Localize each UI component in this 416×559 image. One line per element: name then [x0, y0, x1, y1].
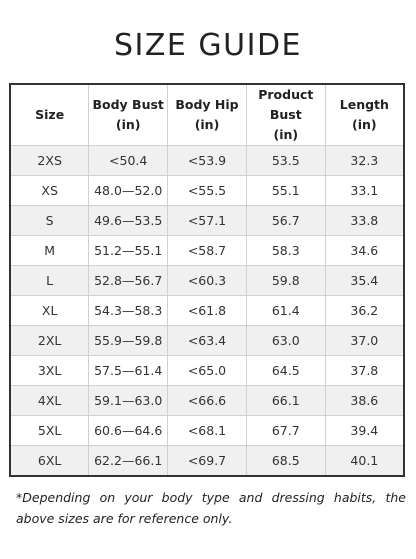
cell-body-hip: <65.0	[167, 355, 247, 386]
cell-length: 36.2	[324, 295, 405, 326]
cell-length: 34.6	[324, 235, 405, 266]
cell-product-bust: 67.7	[245, 415, 326, 446]
table-row: 4XL 59.1—63.0 <66.6 66.1 38.6	[9, 385, 405, 416]
header-body-bust: Body Bust (in)	[88, 83, 169, 146]
cell-size: L	[9, 265, 90, 296]
cell-length: 33.1	[324, 175, 405, 206]
size-guide-table: Size Body Bust (in) Body Hip (in) Produc…	[9, 83, 405, 477]
cell-body-bust: 48.0—52.0	[88, 175, 169, 206]
cell-body-hip: <68.1	[167, 415, 247, 446]
cell-body-bust: 60.6—64.6	[88, 415, 169, 446]
header-product-bust: Product Bust (in)	[245, 83, 326, 146]
table-row: 5XL 60.6—64.6 <68.1 67.7 39.4	[9, 415, 405, 446]
cell-product-bust: 58.3	[245, 235, 326, 266]
header-unit: (in)	[352, 117, 377, 132]
cell-length: 32.3	[324, 145, 405, 176]
cell-body-hip: <55.5	[167, 175, 247, 206]
cell-length: 38.6	[324, 385, 405, 416]
cell-body-hip: <53.9	[167, 145, 247, 176]
table-row: M 51.2—55.1 <58.7 58.3 34.6	[9, 235, 405, 266]
reference-note: *Depending on your body type and dressin…	[16, 490, 406, 526]
cell-body-bust: 51.2—55.1	[88, 235, 169, 266]
cell-product-bust: 63.0	[245, 325, 326, 356]
table-row: 2XS <50.4 <53.9 53.5 32.3	[9, 145, 405, 176]
cell-size: 3XL	[9, 355, 90, 386]
cell-body-hip: <61.8	[167, 295, 247, 326]
cell-body-bust: 52.8—56.7	[88, 265, 169, 296]
cell-body-bust: 54.3—58.3	[88, 295, 169, 326]
header-length: Length (in)	[324, 83, 405, 146]
page-title: SIZE GUIDE	[113, 28, 303, 63]
cell-length: 39.4	[324, 415, 405, 446]
cell-product-bust: 59.8	[245, 265, 326, 296]
header-unit: (in)	[273, 127, 299, 142]
cell-body-bust: 62.2—66.1	[88, 445, 169, 477]
cell-size: 6XL	[9, 445, 90, 477]
table-row: 3XL 57.5—61.4 <65.0 64.5 37.8	[9, 355, 405, 386]
cell-product-bust: 66.1	[245, 385, 326, 416]
cell-length: 35.4	[324, 265, 405, 296]
cell-body-hip: <66.6	[167, 385, 247, 416]
cell-size: 2XS	[9, 145, 90, 176]
header-body-hip: Body Hip (in)	[167, 83, 247, 146]
table-row: 2XL 55.9—59.8 <63.4 63.0 37.0	[9, 325, 405, 356]
table-row: S 49.6—53.5 <57.1 56.7 33.8	[9, 205, 405, 236]
cell-length: 33.8	[324, 205, 405, 236]
table-row: L 52.8—56.7 <60.3 59.8 35.4	[9, 265, 405, 296]
cell-body-bust: 55.9—59.8	[88, 325, 169, 356]
header-label: Product Bust	[258, 87, 314, 122]
cell-size: 5XL	[9, 415, 90, 446]
header-unit: (in)	[194, 117, 220, 132]
cell-body-hip: <60.3	[167, 265, 247, 296]
cell-body-hip: <57.1	[167, 205, 247, 236]
cell-size: XS	[9, 175, 90, 206]
cell-product-bust: 61.4	[245, 295, 326, 326]
cell-product-bust: 68.5	[245, 445, 326, 477]
header-label: Length	[339, 97, 389, 112]
cell-body-hip: <69.7	[167, 445, 247, 477]
cell-size: 2XL	[9, 325, 90, 356]
cell-size: S	[9, 205, 90, 236]
table-row: XS 48.0—52.0 <55.5 55.1 33.1	[9, 175, 405, 206]
cell-body-bust: 49.6—53.5	[88, 205, 169, 236]
cell-body-bust: 59.1—63.0	[88, 385, 169, 416]
table-header-row: Size Body Bust (in) Body Hip (in) Produc…	[9, 83, 405, 146]
header-label: Body Bust	[92, 97, 164, 112]
cell-body-bust: 57.5—61.4	[88, 355, 169, 386]
cell-body-hip: <58.7	[167, 235, 247, 266]
cell-length: 40.1	[324, 445, 405, 477]
table-row: 6XL 62.2—66.1 <69.7 68.5 40.1	[9, 445, 405, 477]
cell-length: 37.8	[324, 355, 405, 386]
cell-length: 37.0	[324, 325, 405, 356]
header-label: Size	[35, 107, 65, 122]
cell-product-bust: 56.7	[245, 205, 326, 236]
cell-product-bust: 64.5	[245, 355, 326, 386]
table-row: XL 54.3—58.3 <61.8 61.4 36.2	[9, 295, 405, 326]
cell-product-bust: 55.1	[245, 175, 326, 206]
cell-size: M	[9, 235, 90, 266]
cell-size: XL	[9, 295, 90, 326]
header-size: Size	[9, 83, 90, 146]
header-label: Body Hip	[175, 97, 239, 112]
cell-body-hip: <63.4	[167, 325, 247, 356]
cell-body-bust: <50.4	[88, 145, 169, 176]
cell-size: 4XL	[9, 385, 90, 416]
cell-product-bust: 53.5	[245, 145, 326, 176]
header-unit: (in)	[115, 117, 141, 132]
